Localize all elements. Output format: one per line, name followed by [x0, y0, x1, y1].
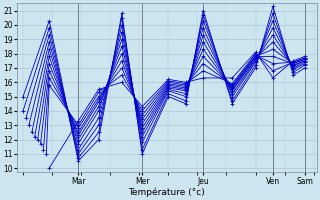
X-axis label: Température (°c): Température (°c): [129, 187, 205, 197]
